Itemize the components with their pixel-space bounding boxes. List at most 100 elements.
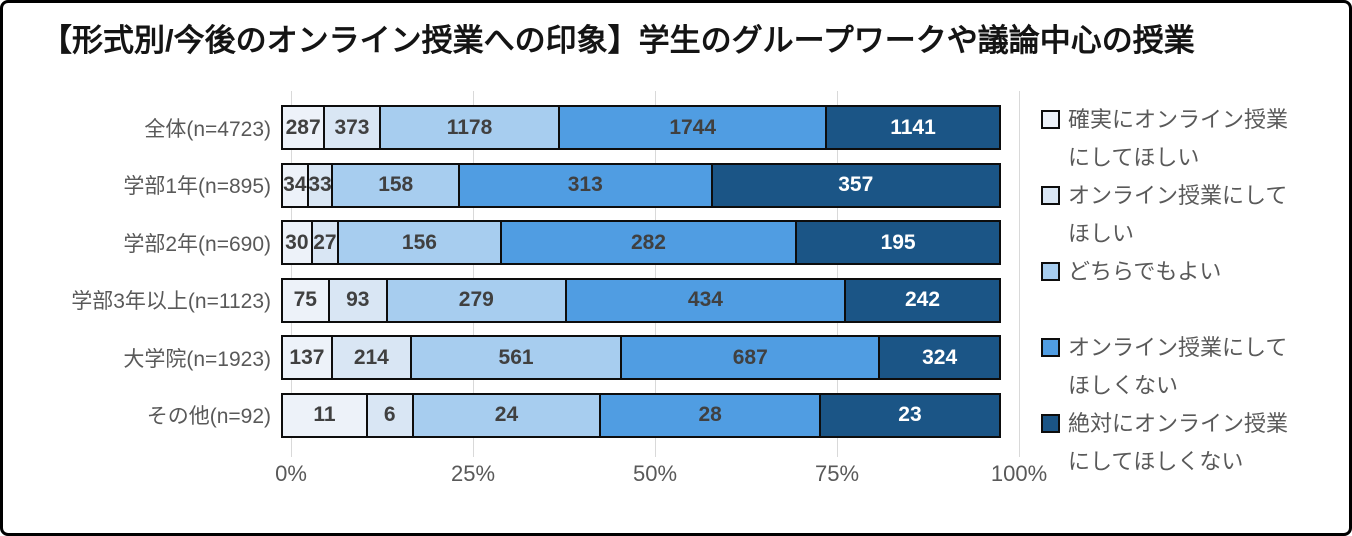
bar-row: 学部3年以上(n=1123) 75 93 279 434 242 [3, 272, 1019, 330]
bar-value-label: 324 [922, 345, 958, 369]
bar-segment: 687 [620, 335, 881, 381]
legend-swatch-icon [1041, 186, 1060, 205]
bar-value-label: 156 [401, 230, 437, 254]
bar-value-label: 27 [313, 230, 337, 254]
bar-value-label: 1744 [669, 115, 717, 139]
bar-value-label: 287 [285, 115, 321, 139]
bar-value-label: 24 [494, 403, 519, 427]
legend-label: オンライン授業にしてほしくない [1068, 335, 1288, 398]
bar-value-label: 1141 [890, 115, 936, 139]
category-label: 学部1年(n=895) [123, 175, 271, 199]
bar-segment: 1178 [378, 105, 561, 151]
bar-segment: 75 [281, 277, 330, 323]
legend-item: 絶対にオンライン授業にしてほしくない [1041, 405, 1333, 481]
bar-value-label: 687 [732, 345, 768, 369]
bar-segment: 357 [710, 162, 1001, 208]
legend-swatch-icon [1041, 262, 1060, 281]
bar-segment: 1744 [558, 105, 828, 151]
bar-segment: 23 [818, 392, 1001, 438]
bar-value-label: 33 [308, 173, 332, 197]
gridlines [290, 91, 1020, 457]
legend-label: 絶対にオンライン授業にしてほしくない [1068, 411, 1289, 474]
bar-segment: 561 [409, 335, 623, 381]
bar-segment: 28 [599, 392, 821, 438]
bar-segment: 33 [306, 162, 334, 208]
bar-segment: 434 [564, 277, 847, 323]
stacked-bar: 75 93 279 434 242 [281, 277, 1009, 323]
bar-segment: 30 [281, 220, 313, 266]
bar-row: 学部2年(n=690) 30 27 156 282 195 [3, 214, 1019, 272]
bar-value-label: 561 [498, 345, 534, 369]
gridline [1018, 91, 1020, 457]
bar-row: 全体(n=4723) 287 373 1178 1744 1141 [3, 99, 1019, 157]
x-tick-label: 100% [990, 461, 1048, 486]
bar-row: その他(n=92) 11 6 24 28 23 [3, 387, 1019, 445]
bar-segment: 279 [385, 277, 567, 323]
bar-value-label: 195 [880, 230, 916, 254]
legend-swatch-icon [1041, 414, 1060, 433]
chart-title: 【形式別/今後のオンライン授業への印象】学生のグループワークや議論中心の授業 [41, 23, 1195, 58]
gridline [836, 91, 838, 457]
bar-value-label: 28 [698, 403, 722, 427]
bar-segment: 287 [281, 105, 326, 151]
bar-segment: 214 [330, 335, 412, 381]
bar-value-label: 23 [898, 403, 922, 427]
bar-segment: 137 [281, 335, 333, 381]
legend-label: どちらでもよい [1068, 259, 1222, 284]
category-label: その他(n=92) [146, 405, 271, 429]
stacked-bar: 137 214 561 687 324 [281, 335, 1009, 381]
x-tick-label: 50% [632, 461, 678, 486]
bar-value-label: 373 [334, 115, 370, 139]
bar-value-label: 282 [630, 230, 666, 254]
bar-segment: 11 [281, 392, 369, 438]
category-label: 学部3年以上(n=1123) [71, 290, 271, 314]
bar-segment: 313 [457, 162, 713, 208]
bar-value-label: 11 [313, 403, 336, 427]
bar-value-label: 75 [293, 288, 317, 312]
legend-label: 確実にオンライン授業にしてほしい [1068, 107, 1289, 170]
stacked-bar: 287 373 1178 1744 1141 [281, 105, 1009, 151]
category-label: 大学院(n=1923) [123, 347, 271, 371]
x-tick-label: 25% [450, 461, 496, 486]
bar-value-label: 357 [838, 173, 874, 197]
gridline [654, 91, 656, 457]
bar-segment: 93 [327, 277, 388, 323]
x-tick-label: 75% [814, 461, 860, 486]
x-axis: 0% 25% 50% 75% 100% [275, 461, 1047, 491]
gridline [290, 91, 292, 457]
bar-value-label: 279 [458, 288, 494, 312]
bar-segment: 24 [411, 392, 602, 438]
legend-swatch-icon [1041, 110, 1060, 129]
bar-segment: 156 [337, 220, 502, 266]
bar-segment: 282 [499, 220, 798, 266]
stacked-bar: 34 33 158 313 357 [281, 162, 1009, 208]
bar-row: 大学院(n=1923) 137 214 561 687 324 [3, 329, 1019, 387]
stacked-bar: 30 27 156 282 195 [281, 220, 1009, 266]
bar-value-label: 1178 [446, 115, 493, 139]
bar-segment: 6 [366, 392, 414, 438]
bar-value-label: 93 [346, 288, 370, 312]
bar-value-label: 30 [285, 230, 309, 254]
bar-value-label: 242 [905, 288, 941, 312]
bar-value-label: 6 [383, 403, 396, 427]
bar-value-label: 214 [353, 345, 389, 369]
legend-item: どちらでもよい [1041, 253, 1333, 291]
legend-swatch-icon [1041, 338, 1060, 357]
bar-segment: 27 [310, 220, 340, 266]
bar-row: 学部1年(n=895) 34 33 158 313 357 [3, 157, 1019, 215]
category-label: 学部2年(n=690) [123, 232, 271, 256]
bar-segment: 195 [795, 220, 1001, 266]
bar-segment: 1141 [825, 105, 1001, 151]
bar-value-label: 137 [289, 345, 325, 369]
bar-value-label: 34 [283, 173, 307, 197]
bar-segment: 158 [331, 162, 460, 208]
bar-segment: 324 [878, 335, 1001, 381]
legend-item: オンライン授業にしてほしくない [1041, 329, 1333, 405]
bar-value-label: 313 [567, 173, 603, 197]
gridline [472, 91, 474, 457]
x-tick-label: 0% [275, 461, 307, 486]
bar-segment: 34 [281, 162, 309, 208]
bar-segment: 242 [844, 277, 1001, 323]
bar-segment: 373 [323, 105, 381, 151]
